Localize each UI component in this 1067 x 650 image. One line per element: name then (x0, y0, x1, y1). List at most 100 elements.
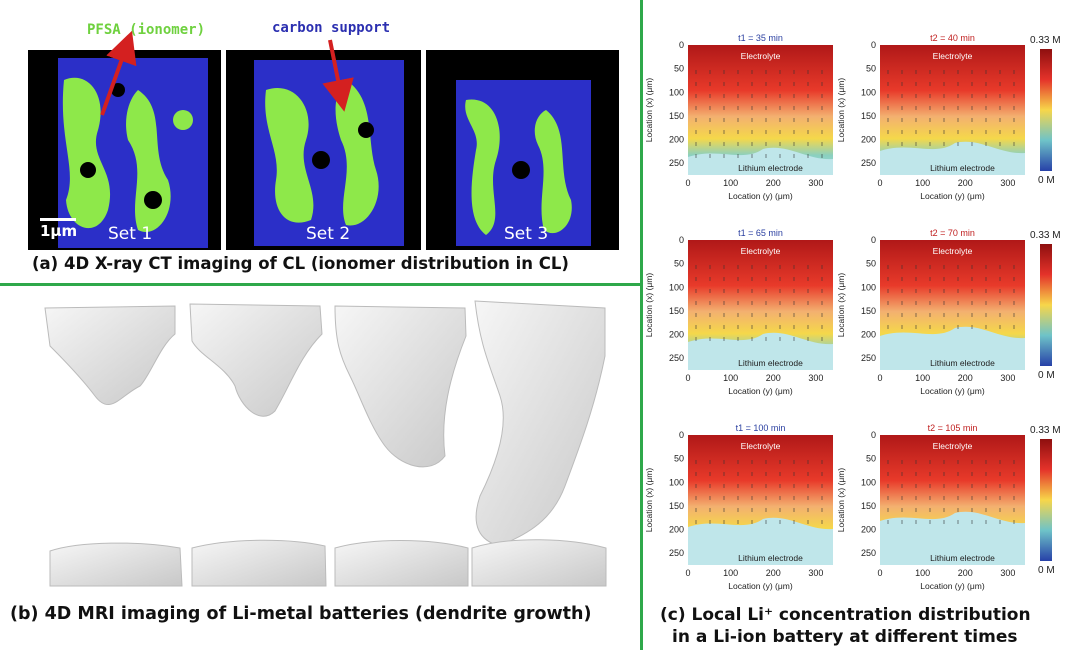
scale-bar-label: 1μm (40, 222, 78, 240)
carbon-support-label: carbon support (272, 20, 391, 36)
y-tick-label: 100 (861, 477, 876, 487)
lithium-electrode-region (880, 326, 1025, 370)
heatmap-plot: t1 = 35 min Electrolyte Lithium electrode 0… (640, 31, 845, 211)
electrode-label: Lithium electrode (738, 163, 803, 173)
colorbar-min-label: 0 M (1038, 175, 1055, 186)
y-tick-label: 200 (669, 525, 684, 535)
arrow-to-ionomer (100, 30, 137, 116)
colorbar-max-label: 0.33 M (1030, 230, 1061, 241)
electrode-label: Lithium electrode (930, 553, 995, 563)
plot-time-title: t1 = 65 min (738, 228, 783, 238)
colorbar (1040, 244, 1052, 366)
x-tick-label: 200 (958, 373, 973, 383)
horizontal-divider (0, 283, 641, 286)
dendrite-stage-4 (471, 300, 607, 587)
caption-c-line1: (c) Local Li⁺ concentration distribution (660, 605, 1031, 625)
y-tick-label: 150 (669, 111, 684, 121)
y-tick-label: 50 (674, 64, 684, 74)
heatmap-plot: t1 = 65 min Electrolyte Lithium electrode 0… (640, 226, 845, 406)
y-axis-label: Location (x) (μm) (836, 468, 846, 533)
set-label: Set 3 (504, 224, 549, 244)
y-axis-label: Location (x) (μm) (644, 78, 654, 143)
x-tick-label: 300 (808, 568, 823, 578)
plot-time-title: t2 = 70 min (930, 228, 975, 238)
x-tick-label: 100 (915, 373, 930, 383)
y-tick-label: 200 (861, 135, 876, 145)
y-axis-label: Location (x) (μm) (836, 273, 846, 338)
x-tick-label: 0 (685, 178, 690, 188)
set-label: Set 2 (306, 224, 351, 244)
dendrite-stage-1 (44, 305, 183, 587)
plot-time-title: t2 = 105 min (928, 423, 978, 433)
x-tick-label: 100 (915, 568, 930, 578)
dendrite-stage-3 (334, 305, 469, 587)
ct-set-1: 1μm Set 1 (28, 50, 221, 250)
y-tick-label: 0 (679, 430, 684, 440)
x-tick-label: 300 (1000, 373, 1015, 383)
y-tick-label: 0 (679, 235, 684, 245)
ct-volume-3 (456, 80, 591, 246)
x-tick-label: 100 (723, 178, 738, 188)
lithium-electrode-region (880, 511, 1025, 565)
y-tick-label: 50 (866, 64, 876, 74)
x-axis-label: Location (y) (μm) (728, 386, 793, 396)
y-tick-label: 250 (669, 548, 684, 558)
colorbar-max-label: 0.33 M (1030, 425, 1061, 436)
colorbar (1040, 439, 1052, 561)
y-tick-label: 200 (861, 330, 876, 340)
heatmap-plot: t1 = 100 min Electrolyte Lithium electrode… (640, 421, 845, 601)
x-tick-label: 100 (723, 568, 738, 578)
lithium-electrode-region (688, 332, 833, 370)
y-axis-label: Location (x) (μm) (644, 468, 654, 533)
y-tick-label: 0 (871, 235, 876, 245)
y-tick-label: 200 (861, 525, 876, 535)
electrolyte-label: Electrolyte (741, 246, 781, 256)
y-tick-label: 150 (861, 501, 876, 511)
y-tick-label: 100 (669, 282, 684, 292)
x-tick-label: 100 (915, 178, 930, 188)
x-tick-label: 200 (766, 373, 781, 383)
colorbar-max-label: 0.33 M (1030, 35, 1061, 46)
lithium-electrode-region (688, 517, 833, 565)
x-tick-label: 0 (685, 373, 690, 383)
ct-volume-1 (40, 58, 208, 248)
caption-c-line2: in a Li-ion battery at different times (672, 627, 1018, 647)
y-tick-label: 250 (669, 353, 684, 363)
x-axis-label: Location (y) (μm) (920, 386, 985, 396)
y-tick-label: 250 (669, 158, 684, 168)
y-tick-label: 50 (866, 259, 876, 269)
colorbar (1040, 49, 1052, 171)
vertical-divider (640, 0, 643, 650)
x-axis-label: Location (y) (μm) (728, 191, 793, 201)
y-tick-label: 50 (674, 259, 684, 269)
electrolyte-label: Electrolyte (933, 51, 973, 61)
y-tick-label: 150 (861, 111, 876, 121)
x-tick-label: 100 (723, 373, 738, 383)
x-tick-label: 300 (1000, 178, 1015, 188)
x-tick-label: 0 (685, 568, 690, 578)
x-tick-label: 200 (958, 568, 973, 578)
x-tick-label: 300 (808, 178, 823, 188)
y-tick-label: 250 (861, 548, 876, 558)
y-tick-label: 150 (669, 306, 684, 316)
y-tick-label: 50 (674, 454, 684, 464)
plot-time-title: t1 = 100 min (736, 423, 786, 433)
y-tick-label: 250 (861, 158, 876, 168)
electrode-label: Lithium electrode (930, 358, 995, 368)
ct-set-3: Set 3 (426, 50, 619, 250)
electrolyte-label: Electrolyte (933, 441, 973, 451)
x-axis-label: Location (y) (μm) (728, 581, 793, 591)
y-tick-label: 100 (861, 282, 876, 292)
plot-time-title: t1 = 35 min (738, 33, 783, 43)
x-axis-label: Location (y) (μm) (920, 191, 985, 201)
electrode-label: Lithium electrode (738, 358, 803, 368)
y-tick-label: 0 (871, 430, 876, 440)
heatmap-plot: t2 = 70 min Electrolyte Lithium electrode 0… (832, 226, 1037, 406)
heatmap-plot: t2 = 105 min Electrolyte Lithium electrode… (832, 421, 1037, 601)
arrow-to-carbon (322, 39, 354, 112)
x-tick-label: 0 (877, 568, 882, 578)
electrode-label: Lithium electrode (738, 553, 803, 563)
y-tick-label: 150 (861, 306, 876, 316)
y-tick-label: 150 (669, 501, 684, 511)
y-tick-label: 0 (871, 40, 876, 50)
